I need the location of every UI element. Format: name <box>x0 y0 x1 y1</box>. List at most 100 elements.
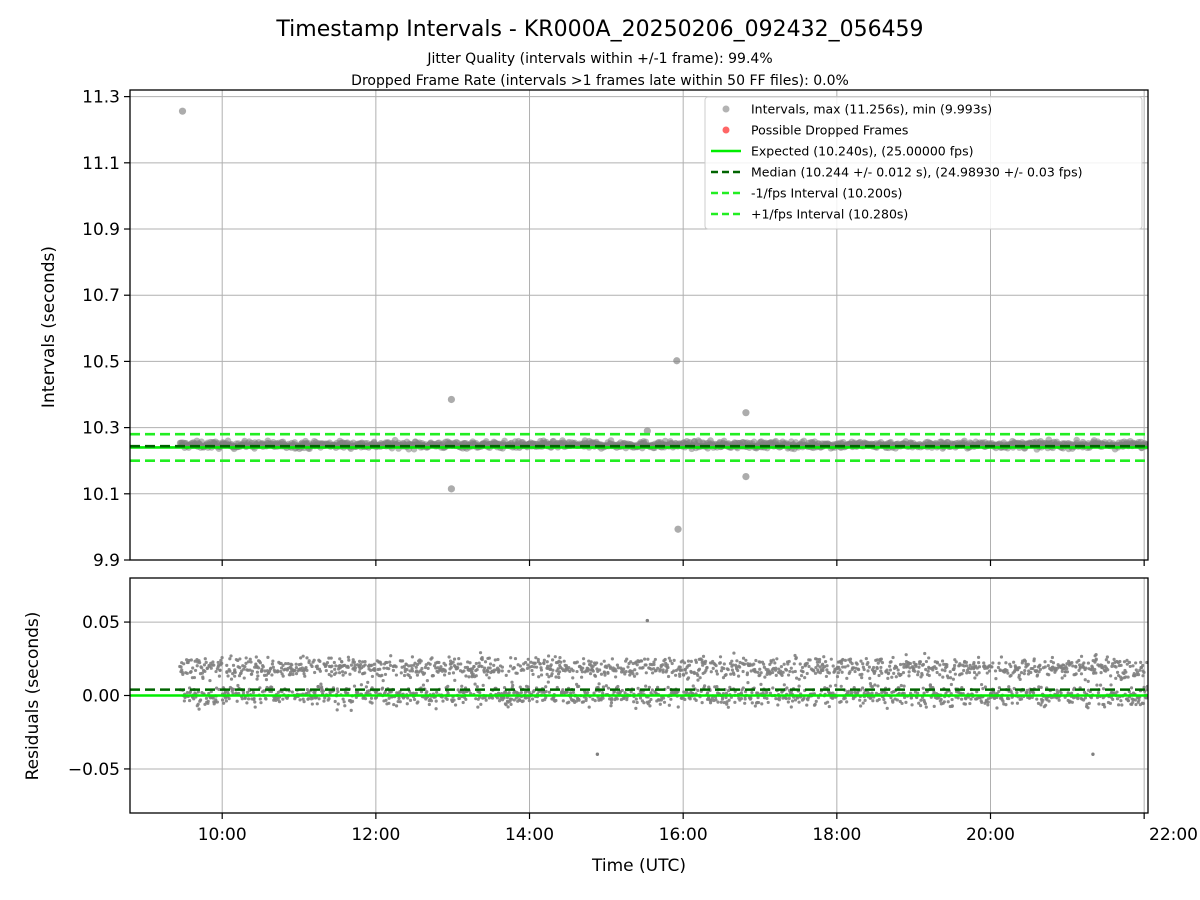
residual-point <box>885 668 889 672</box>
residual-point <box>643 657 647 661</box>
residual-point <box>225 663 229 667</box>
residual-point <box>439 665 443 669</box>
x-tick-label: 22:00 <box>1149 825 1198 845</box>
residual-point <box>759 682 763 686</box>
residual-point <box>1095 683 1099 687</box>
residual-point <box>599 672 604 676</box>
residual-point <box>408 669 412 673</box>
residual-point <box>686 659 691 663</box>
residual-point <box>877 673 881 678</box>
residual-point <box>1028 691 1032 695</box>
residual-point <box>908 661 912 666</box>
residual-point <box>1112 657 1116 661</box>
intervals-y-axis-label: Intervals (seconds) <box>39 246 59 408</box>
residual-point <box>653 657 657 662</box>
residual-point <box>774 673 778 677</box>
residual-point <box>831 664 835 668</box>
residual-point <box>591 697 595 701</box>
residual-point <box>790 699 795 703</box>
residual-point <box>789 666 793 670</box>
residual-point <box>462 690 466 694</box>
residual-point <box>769 660 773 664</box>
residual-point <box>542 658 546 662</box>
residual-point <box>642 701 646 705</box>
residual-point <box>876 684 880 688</box>
residual-point <box>871 665 876 670</box>
residual-point <box>482 670 486 674</box>
residual-point <box>606 686 611 690</box>
residual-point <box>521 699 525 703</box>
residual-point <box>1089 696 1094 700</box>
residual-point <box>777 698 782 702</box>
residual-point <box>512 698 516 702</box>
residual-point <box>193 668 198 673</box>
residual-point <box>843 658 847 662</box>
residual-point <box>530 668 534 673</box>
residual-point <box>724 673 728 677</box>
residual-point <box>220 655 224 660</box>
residual-point <box>652 660 656 664</box>
residual-point <box>1004 661 1008 665</box>
residual-point <box>807 664 811 669</box>
residual-point <box>1125 662 1129 666</box>
residual-point <box>629 660 633 664</box>
residual-point <box>373 668 377 672</box>
residual-point <box>889 696 893 700</box>
residual-point <box>388 660 392 664</box>
residual-point <box>861 662 865 666</box>
residual-point <box>1038 667 1043 671</box>
residuals-y-tick-label: −0.05 <box>68 760 120 780</box>
residual-point <box>488 666 492 670</box>
residual-point <box>1039 703 1043 707</box>
residual-point <box>228 657 232 661</box>
residual-point <box>530 697 535 701</box>
residual-point <box>1035 673 1040 677</box>
residual-point <box>202 663 207 667</box>
residual-point <box>553 655 557 659</box>
residual-point <box>316 684 320 689</box>
residual-point <box>847 689 851 693</box>
residual-point <box>532 689 536 693</box>
residual-point <box>453 678 457 683</box>
residual-point <box>458 690 463 694</box>
x-tick-label: 16:00 <box>659 825 708 845</box>
residual-point <box>568 669 572 673</box>
residual-point <box>907 674 911 678</box>
residual-point <box>629 690 633 694</box>
residual-point <box>361 660 365 664</box>
residual-point <box>1083 696 1088 700</box>
residual-point <box>398 700 402 704</box>
residual-point <box>588 672 593 676</box>
residual-point <box>340 670 345 674</box>
residual-point <box>188 698 192 703</box>
residual-point <box>818 665 822 669</box>
residual-point <box>1142 670 1146 674</box>
residual-point <box>759 671 763 675</box>
residual-point <box>895 698 899 702</box>
residual-point <box>410 666 414 671</box>
residual-point <box>318 659 322 663</box>
residual-point <box>305 668 309 672</box>
residual-point <box>771 670 775 675</box>
residual-point <box>200 671 204 675</box>
residual-point <box>280 690 284 694</box>
residual-point <box>336 702 340 706</box>
residual-point <box>246 697 251 701</box>
residual-point <box>1094 671 1098 675</box>
residual-point <box>349 708 353 712</box>
residual-point <box>564 664 569 668</box>
residual-point <box>596 685 600 690</box>
residual-point <box>1019 697 1024 701</box>
residual-point <box>410 655 415 659</box>
residual-point <box>688 697 692 701</box>
residual-point <box>235 699 239 703</box>
residual-point <box>661 696 666 700</box>
chart-subtitle-dropped: Dropped Frame Rate (intervals >1 frames … <box>351 73 849 89</box>
residual-point <box>402 673 407 678</box>
residual-point <box>850 690 854 695</box>
residual-point <box>227 697 231 701</box>
residual-point <box>802 695 806 700</box>
residual-point <box>385 660 389 665</box>
residual-point <box>869 696 873 700</box>
residual-point <box>365 691 370 695</box>
